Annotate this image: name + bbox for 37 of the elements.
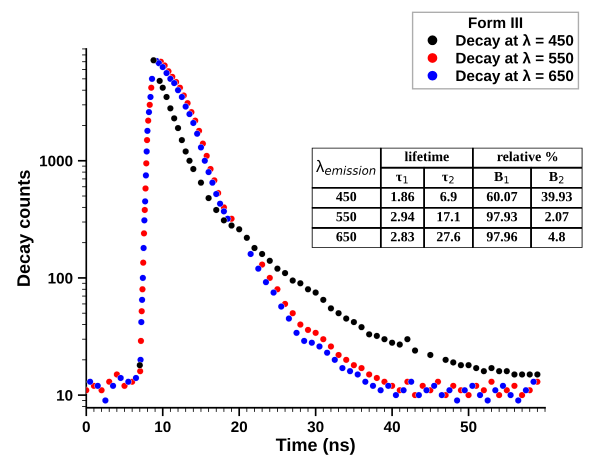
legend-label: Decay at λ = 650 <box>456 70 574 84</box>
text: 97.96 <box>486 232 518 242</box>
x-tick-label: 30 <box>308 421 324 432</box>
y-tick-label: 100 <box>48 272 72 284</box>
legend-title: Form III <box>468 17 522 28</box>
text: 2.94 <box>390 212 414 222</box>
x-tick-label: 10 <box>155 421 171 432</box>
x-axis-title: Time (ns) <box>276 438 355 455</box>
annotation: lifetime <box>404 151 449 162</box>
y-axis-title: Decay counts <box>17 170 34 286</box>
text: 17.1 <box>437 212 460 222</box>
x-tick-label: 0 <box>82 421 90 432</box>
text: 60.07 <box>486 192 518 202</box>
text: 1.86 <box>391 192 414 202</box>
category-label: 650 <box>336 232 356 242</box>
category-label: 450 <box>336 192 356 202</box>
text: 6.9 <box>440 192 457 202</box>
category-label: λ$_{emission}$ <box>316 160 376 175</box>
category-label: 550 <box>336 212 356 222</box>
x-tick-label: 20 <box>231 421 248 432</box>
y-tick-label: 1000 <box>40 156 72 166</box>
text: 2.83 <box>390 232 414 242</box>
category-label: B$_{2}$ <box>549 172 564 184</box>
text: 39.93 <box>542 192 572 202</box>
text: 4.8 <box>548 232 566 242</box>
text: 27.6 <box>436 232 460 242</box>
category-label: τ$_{1}$ <box>396 174 408 184</box>
legend-label: Decay at λ = 550 <box>456 52 574 67</box>
category-label: B$_{1}$ <box>494 172 509 184</box>
x-tick-label: 50 <box>460 421 476 432</box>
annotation: relative % <box>497 151 558 162</box>
text: 97.93 <box>486 212 518 222</box>
category-label: τ$_{2}$ <box>442 174 454 184</box>
legend-label: Decay at λ = 450 <box>456 34 574 49</box>
y-tick-label: 10 <box>57 390 72 401</box>
x-tick-label: 40 <box>384 421 400 432</box>
text: 2.07 <box>545 212 569 222</box>
